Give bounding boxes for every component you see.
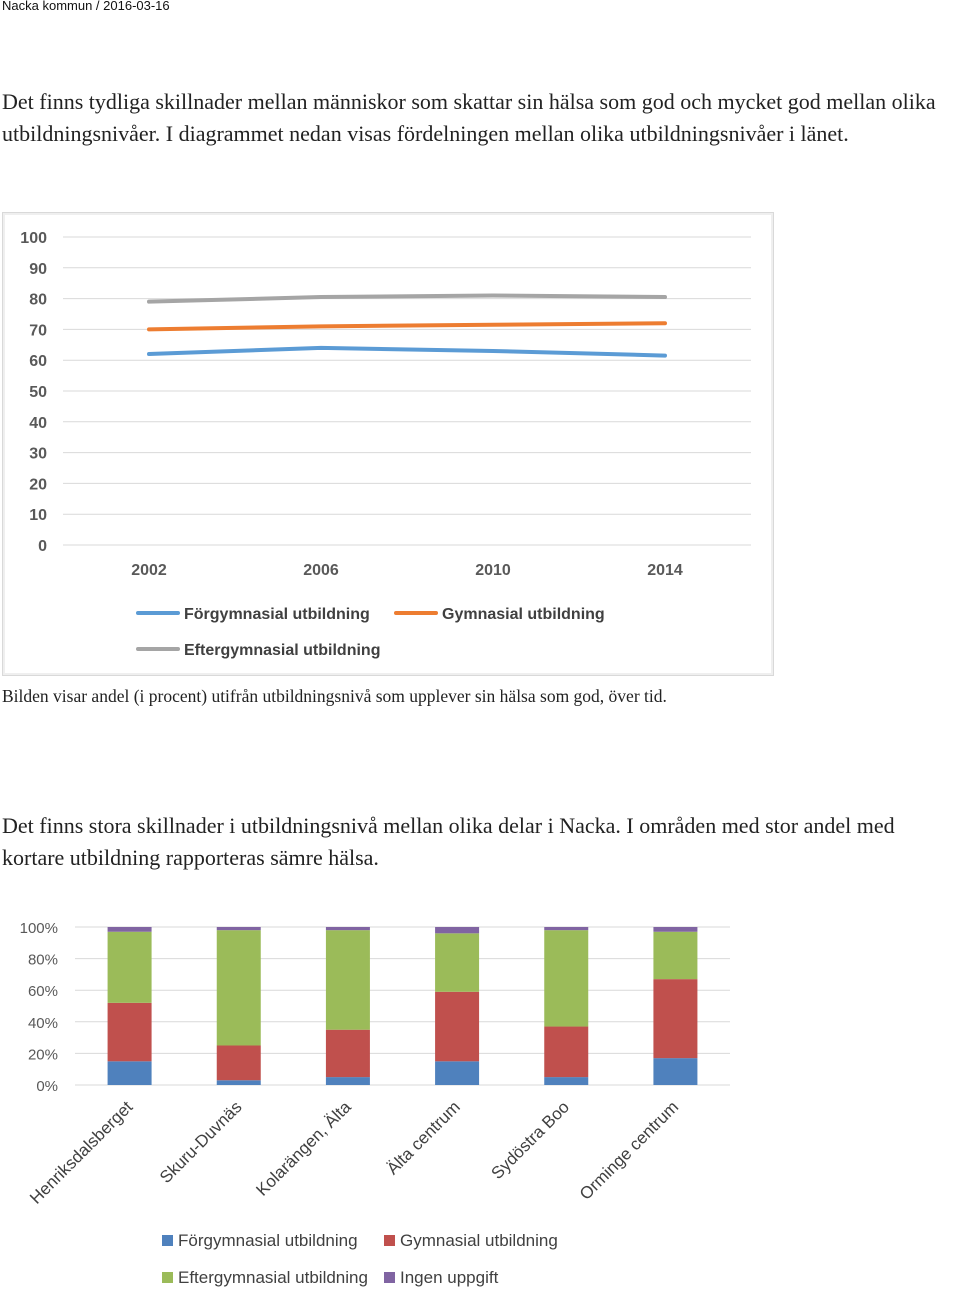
legend-label: Förgymnasial utbildning [184, 606, 370, 623]
y-tick-label: 60% [28, 983, 58, 1000]
bar-segment [653, 979, 698, 1059]
legend-swatch [162, 1235, 173, 1246]
bar-segment [653, 927, 698, 932]
category-label: Henriksdalsberget [26, 1097, 137, 1208]
y-tick-label: 30 [29, 446, 47, 463]
line-chart-caption: Bilden visar andel (i procent) utifrån u… [2, 686, 667, 706]
category-label: Älta centrum [383, 1097, 464, 1178]
bar-segment [216, 930, 261, 1046]
legend-label: Gymnasial utbildning [442, 606, 605, 623]
legend-label: Förgymnasial utbildning [178, 1231, 358, 1250]
second-paragraph: Det finns stora skillnader i utbildnings… [2, 813, 895, 870]
y-tick-label: 0 [38, 538, 47, 555]
bar-segment [544, 1077, 589, 1085]
y-tick-label: 20% [28, 1046, 58, 1063]
legend-swatch [384, 1272, 395, 1283]
bar-segment [216, 1045, 261, 1081]
bar-segment [653, 931, 698, 980]
y-tick-label: 70 [29, 322, 47, 339]
bar-segment [107, 1002, 152, 1062]
bar-segment [435, 927, 480, 934]
bar-segment [216, 927, 261, 931]
bar-segment [435, 1061, 480, 1085]
legend-label: Ingen uppgift [400, 1268, 499, 1287]
legend-swatch [162, 1272, 173, 1283]
category-label: Orminge centrum [576, 1097, 682, 1203]
bar-segment [653, 1058, 698, 1085]
y-tick-label: 90 [29, 261, 47, 278]
x-tick-label: 2002 [131, 562, 167, 579]
x-tick-label: 2006 [303, 562, 339, 579]
bar-segment [435, 933, 480, 992]
bar-segment [107, 931, 152, 1003]
bar-segment [107, 927, 152, 932]
bar-segment [435, 991, 480, 1062]
y-tick-label: 80 [29, 292, 47, 309]
y-tick-label: 100% [20, 920, 58, 937]
page-header: Nacka kommun / 2016-03-16 [2, 0, 170, 13]
stacked-bar-chart: 0% 20% 40% 60% 80% 100% Henriksdalsberget Skuru… [20, 920, 730, 1287]
y-tick-label: 50 [29, 384, 47, 401]
series-line [147, 321, 667, 332]
y-tick-label: 10 [29, 507, 47, 524]
bar-segment [107, 1061, 152, 1085]
category-label: Kolarängen, Älta [252, 1097, 355, 1200]
y-tick-label: 80% [28, 952, 58, 969]
y-tick-label: 20 [29, 476, 47, 493]
bar-segment [216, 1080, 261, 1085]
legend-label: Eftergymnasial utbildning [184, 642, 380, 659]
bar-segment [325, 930, 370, 1030]
series-line [147, 293, 667, 304]
legend-label: Gymnasial utbildning [400, 1231, 558, 1250]
intro-paragraph: Det finns tydliga skillnader mellan männ… [2, 89, 936, 146]
line-chart-frame: 0 10 20 30 40 50 60 70 80 90 100 2002 2006 2010 2014 Fö… [2, 212, 774, 676]
line-chart: 0 10 20 30 40 50 60 70 80 90 100 2002 2006 2010 2014 Fö… [20, 230, 751, 659]
legend-swatch [384, 1235, 395, 1246]
bar-segment [325, 927, 370, 931]
series-line [147, 345, 667, 358]
legend-label: Eftergymnasial utbildning [178, 1268, 368, 1287]
bar-segment [544, 930, 589, 1027]
y-tick-label: 40 [29, 415, 47, 432]
bar-segment [325, 1029, 370, 1078]
y-tick-label: 40% [28, 1015, 58, 1032]
x-tick-label: 2014 [647, 562, 683, 579]
bar-segment [544, 1026, 589, 1078]
category-label: Skuru-Duvnäs [156, 1097, 246, 1187]
category-label: Sydöstra Boo [487, 1097, 573, 1183]
bar-segment [325, 1077, 370, 1085]
y-tick-label: 100 [20, 230, 47, 247]
x-tick-label: 2010 [475, 562, 511, 579]
y-tick-label: 0% [36, 1078, 58, 1095]
y-tick-label: 60 [29, 353, 47, 370]
bar-segment [544, 927, 589, 931]
